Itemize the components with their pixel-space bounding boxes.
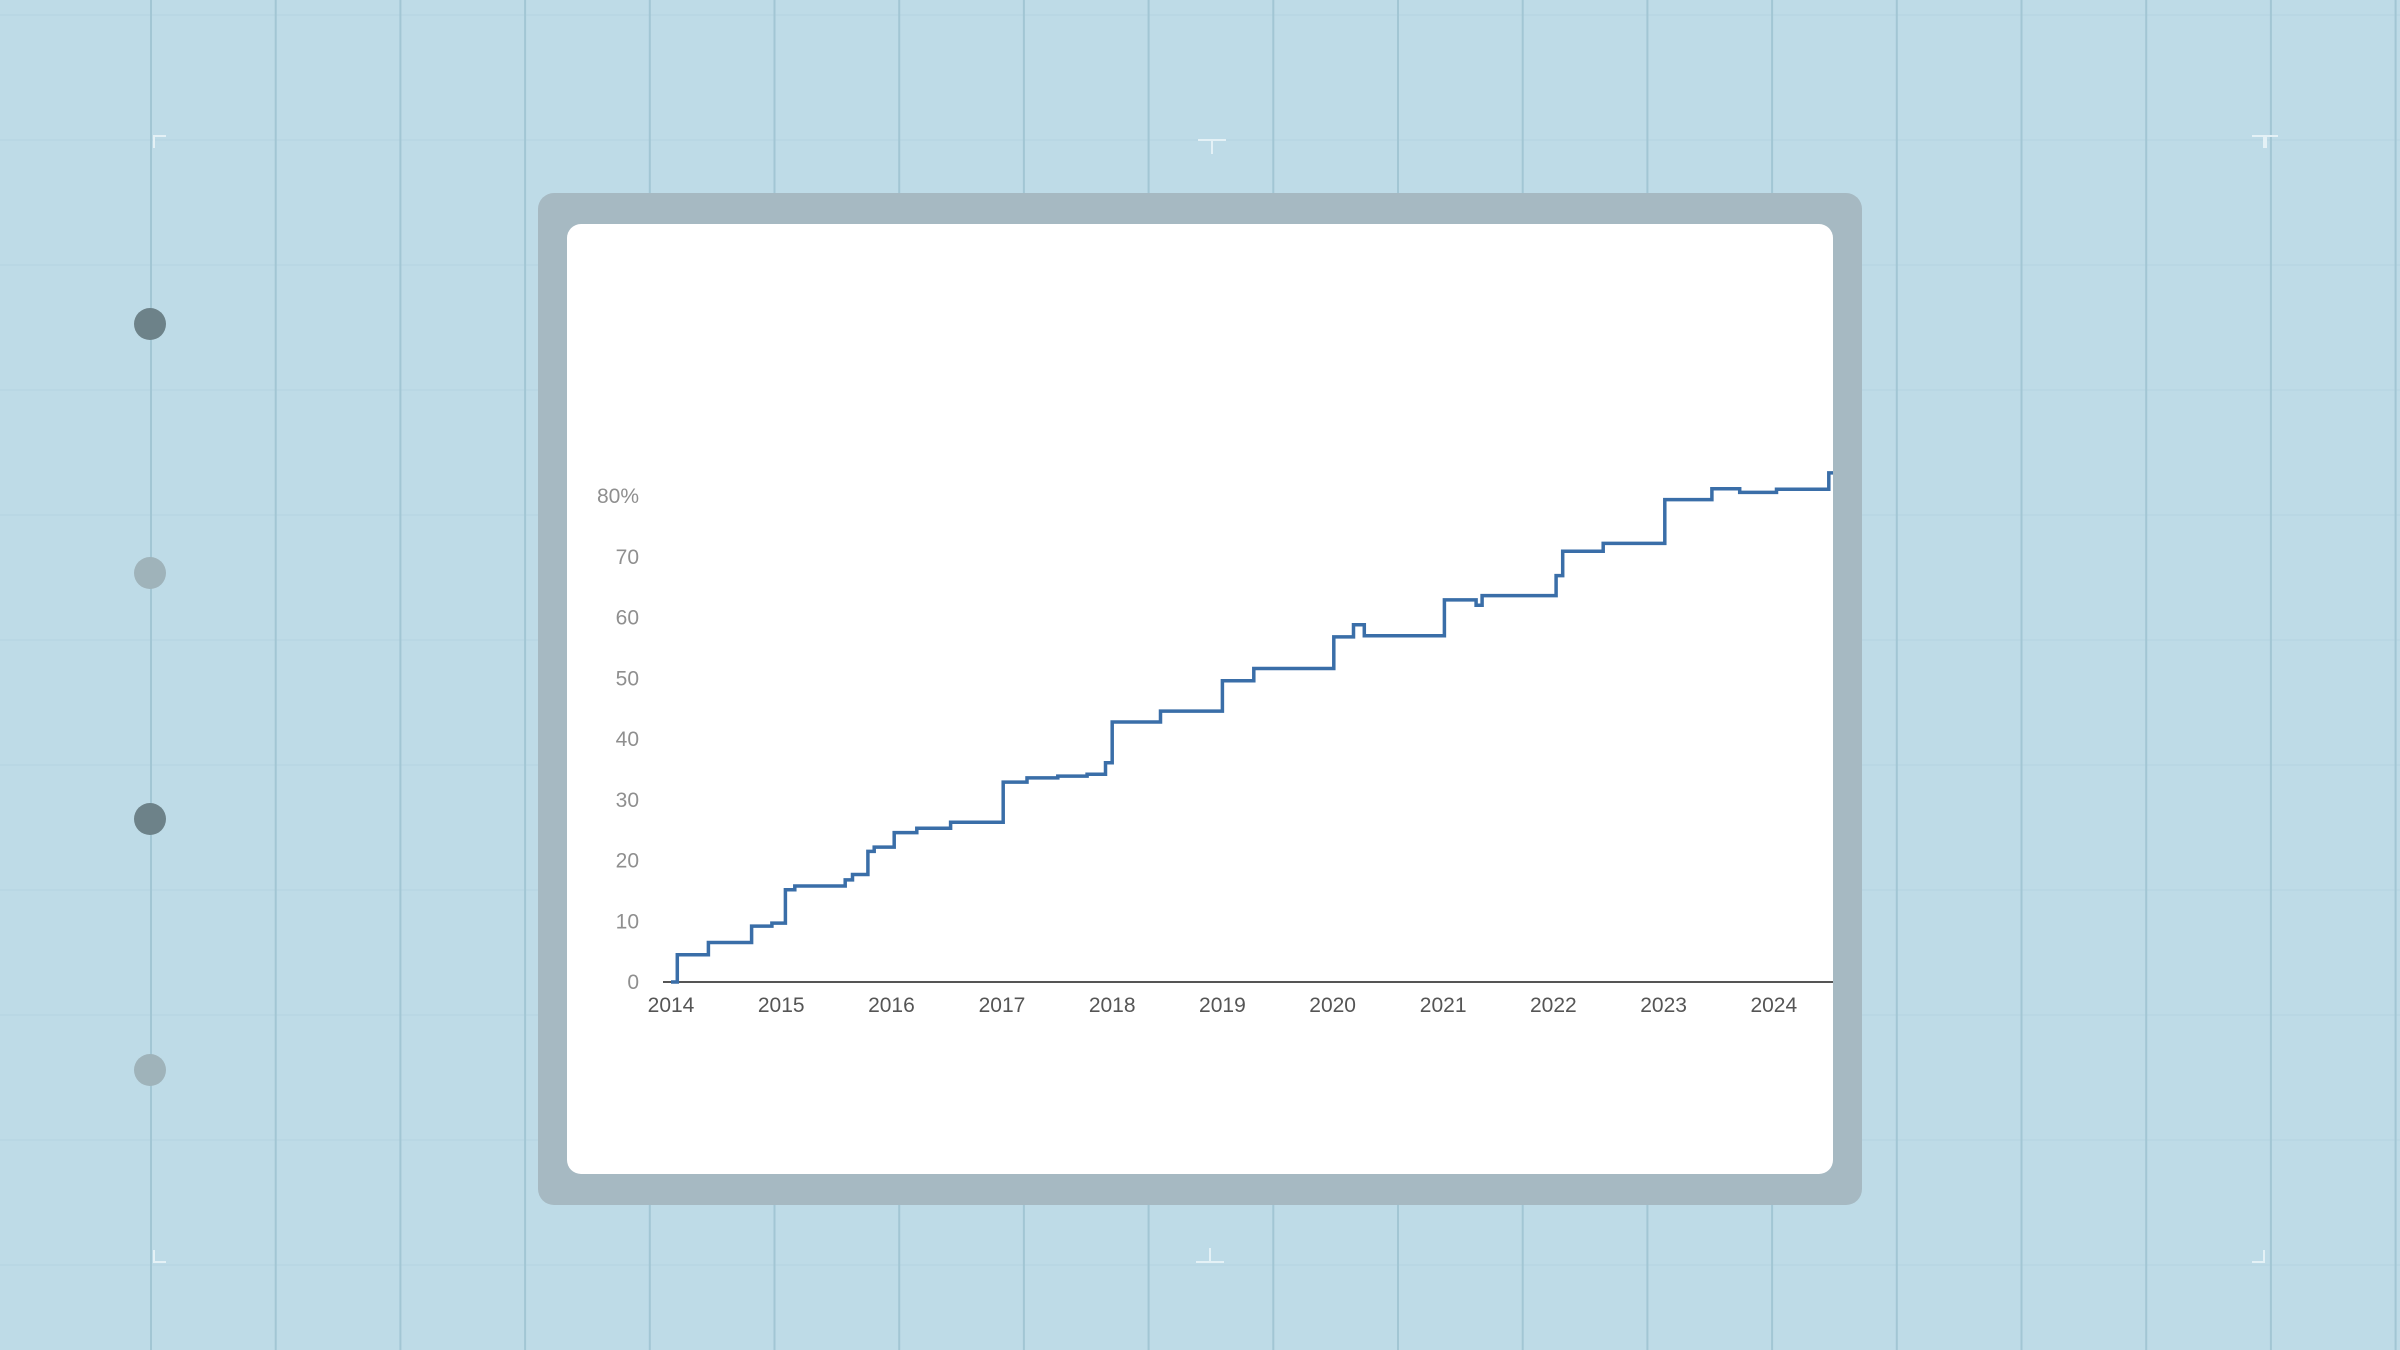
x-tick-label: 2021 [1420,994,1467,1017]
corner-mark [2252,1250,2265,1263]
chart-panel: 0 10 20 30 40 50 60 70 80% 2014 2015 2016 2017 2018 20… [567,224,1833,1174]
side-dot-3 [134,803,166,835]
side-dot-1 [134,308,166,340]
center-tick-mark [1198,139,1226,154]
x-tick-label: 2024 [1750,994,1797,1017]
x-tick-label: 2017 [979,994,1026,1017]
corner-mark [2252,135,2265,148]
side-dot-2 [134,557,166,589]
side-dot-4 [134,1054,166,1086]
x-tick-label: 2018 [1089,994,1136,1017]
y-tick-label: 20 [616,850,639,873]
y-tick-label: 70 [616,546,639,569]
x-tick-label: 2022 [1530,994,1577,1017]
y-tick-label: 50 [616,667,639,690]
y-tick-label: 0 [627,971,639,994]
y-tick-label: 40 [616,728,639,751]
y-tick-label: 80% [597,485,639,508]
x-tick-label: 2020 [1309,994,1356,1017]
y-tick-label: 10 [616,910,639,933]
series-line [671,471,1833,984]
line-chart: 0 10 20 30 40 50 60 70 80% 2014 2015 2016 2017 2018 20… [597,471,1833,1017]
corner-mark [153,1250,166,1263]
corner-mark [2265,135,2278,148]
center-tick-mark [1196,1248,1224,1263]
y-tick-label: 30 [616,789,639,812]
x-tick-label: 2014 [648,994,695,1017]
x-tick-label: 2019 [1199,994,1246,1017]
x-tick-label: 2023 [1640,994,1687,1017]
y-tick-label: 60 [616,607,639,630]
x-tick-label: 2015 [758,994,805,1017]
corner-mark [153,135,166,148]
x-tick-label: 2016 [868,994,915,1017]
